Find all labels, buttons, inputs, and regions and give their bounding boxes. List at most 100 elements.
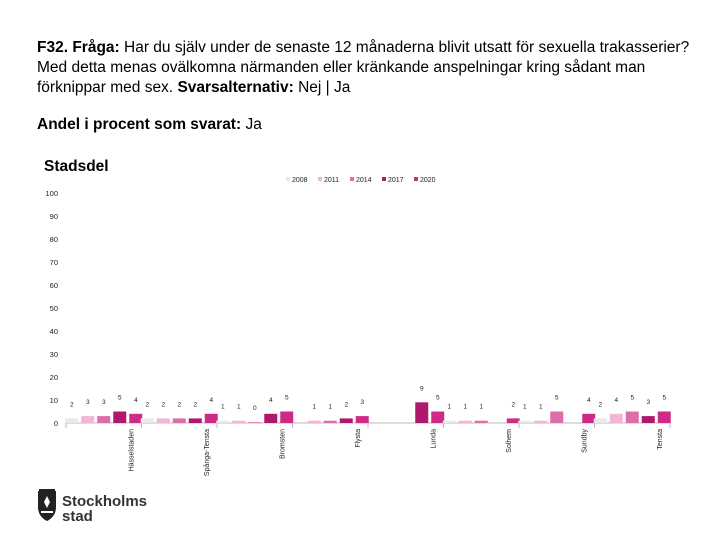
bar: [355, 416, 369, 423]
bar: [232, 420, 246, 423]
legend-label: 2020: [420, 177, 436, 184]
data-label: 4: [587, 397, 591, 404]
bar: [323, 420, 337, 423]
logo-line-2: stad: [62, 508, 93, 525]
bar: [415, 402, 429, 423]
legend-label: 2008: [292, 177, 308, 184]
data-label: 1: [328, 404, 332, 411]
bar: [65, 418, 79, 423]
bar: [264, 413, 278, 423]
data-label: 2: [193, 401, 197, 408]
bar: [140, 418, 154, 423]
category-label: Spånga-Tensta: [203, 429, 211, 476]
y-tick-label: 40: [50, 327, 58, 336]
category-label: Lunda: [431, 429, 438, 449]
bar: [339, 418, 353, 423]
data-label: 2: [598, 401, 602, 408]
category-label: Flysta: [355, 429, 362, 448]
bar: [248, 422, 262, 423]
data-label: 2: [70, 401, 74, 408]
bar: [216, 420, 230, 423]
data-label: 5: [555, 395, 559, 402]
bar: [81, 416, 95, 423]
data-label: 1: [479, 404, 483, 411]
legend-label: 2017: [388, 177, 404, 184]
bar: [593, 418, 607, 423]
y-tick-label: 100: [45, 189, 58, 198]
data-label: 5: [436, 395, 440, 402]
bar: [188, 418, 202, 423]
data-label: 3: [360, 399, 364, 406]
data-label: 0: [253, 405, 257, 412]
data-label: 1: [221, 404, 225, 411]
category-label: Bromsten: [280, 429, 287, 459]
data-label: 5: [662, 395, 666, 402]
bar: [506, 418, 520, 423]
legend-swatch: [318, 177, 322, 181]
bar: [657, 411, 671, 423]
bar: [442, 420, 456, 423]
data-label: 1: [539, 404, 543, 411]
bar: [129, 413, 143, 423]
bar: [307, 420, 321, 423]
city-logo-icon: [38, 489, 56, 521]
city-logo-text: Stockholms stad: [62, 494, 147, 524]
data-label: 5: [285, 395, 289, 402]
bar: [431, 411, 445, 423]
data-label: 1: [237, 404, 241, 411]
bar: [172, 418, 186, 423]
bar: [550, 411, 564, 423]
data-label: 4: [269, 397, 273, 404]
category-label: Sundby: [582, 429, 589, 453]
category-label: Hässelstaden: [129, 429, 136, 472]
data-label: 5: [118, 395, 122, 402]
data-label: 4: [134, 397, 138, 404]
bar: [474, 420, 488, 423]
data-label: 2: [511, 401, 515, 408]
data-label: 2: [177, 401, 181, 408]
data-label: 4: [614, 397, 618, 404]
legend-label: 2011: [324, 177, 339, 184]
bar: [204, 413, 218, 423]
bar: [113, 411, 127, 423]
y-tick-label: 10: [50, 396, 58, 405]
legend-swatch: [414, 177, 418, 181]
data-label: 1: [523, 404, 527, 411]
bar: [97, 416, 111, 423]
answer-label: Svarsalternativ:: [177, 79, 294, 96]
data-label: 3: [86, 399, 90, 406]
data-label: 1: [447, 404, 451, 411]
y-tick-label: 30: [50, 350, 58, 359]
data-label: 3: [102, 399, 106, 406]
legend-swatch: [286, 177, 290, 181]
measure-header: Andel i procent som svarat: Ja: [37, 116, 262, 134]
bar: [458, 420, 472, 423]
y-tick-label: 20: [50, 373, 58, 382]
legend-swatch: [350, 177, 354, 181]
y-tick-label: 90: [50, 212, 58, 221]
measure-value: Ja: [245, 116, 262, 133]
bar: [609, 413, 623, 423]
legend-label: 2014: [356, 177, 372, 184]
data-label: 3: [646, 399, 650, 406]
category-label: Tensta: [657, 429, 664, 450]
question-code: F32.: [37, 39, 69, 56]
bar: [625, 411, 639, 423]
question-header: F32. Fråga: Har du själv under de senast…: [37, 38, 697, 98]
data-label: 2: [344, 401, 348, 408]
y-tick-label: 60: [50, 281, 58, 290]
y-tick-label: 50: [50, 304, 58, 313]
bar: [641, 416, 655, 423]
legend-swatch: [382, 177, 386, 181]
answer-text: Nej | Ja: [298, 79, 351, 96]
data-label: 2: [145, 401, 149, 408]
bar: [582, 413, 596, 423]
bar: [280, 411, 294, 423]
question-text: Har du själv under de senaste 12 månader…: [37, 39, 690, 96]
y-tick-label: 80: [50, 235, 58, 244]
chart-title: Stadsdel: [44, 158, 109, 175]
data-label: 1: [463, 404, 467, 411]
data-label: 4: [209, 397, 213, 404]
bar: [156, 418, 170, 423]
